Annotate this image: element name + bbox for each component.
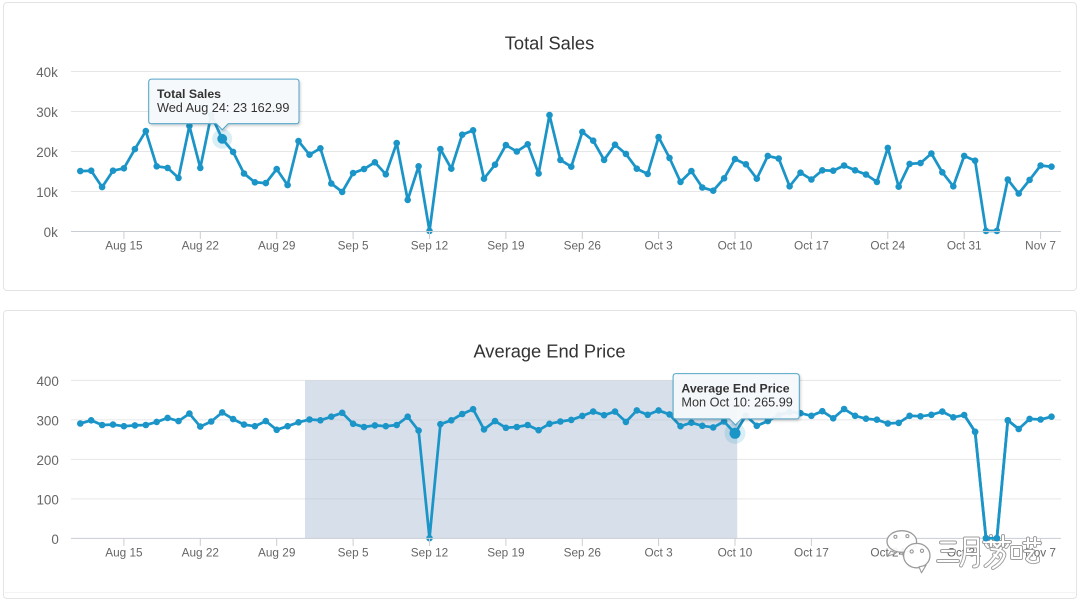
svg-text:Sep 12: Sep 12 <box>411 546 448 560</box>
svg-text:0k: 0k <box>44 225 58 240</box>
svg-text:Aug 15: Aug 15 <box>105 546 143 560</box>
svg-text:40k: 40k <box>36 65 58 80</box>
svg-text:Oct 24: Oct 24 <box>870 238 905 252</box>
svg-text:300: 300 <box>36 413 58 428</box>
svg-text:Aug 15: Aug 15 <box>105 238 143 252</box>
svg-text:Average End Price: Average End Price <box>473 340 625 361</box>
svg-text:Mon Oct 10: 265.99: Mon Oct 10: 265.99 <box>681 396 792 410</box>
svg-text:Sep 5: Sep 5 <box>338 546 369 560</box>
svg-text:Average End Price: Average End Price <box>681 382 789 396</box>
svg-text:Sep 19: Sep 19 <box>487 546 524 560</box>
svg-text:Oct 10: Oct 10 <box>718 546 753 560</box>
svg-text:20k: 20k <box>36 145 58 160</box>
svg-text:Total Sales: Total Sales <box>505 32 594 53</box>
svg-text:100: 100 <box>36 492 58 507</box>
svg-text:400: 400 <box>36 374 58 389</box>
svg-text:Total Sales: Total Sales <box>157 87 221 101</box>
svg-text:Wed Aug 24: 23 162.99: Wed Aug 24: 23 162.99 <box>157 101 289 115</box>
svg-text:Aug 29: Aug 29 <box>258 238 295 252</box>
svg-text:Nov 7: Nov 7 <box>1025 238 1056 252</box>
svg-text:Oct 10: Oct 10 <box>718 238 753 252</box>
svg-text:Sep 19: Sep 19 <box>487 238 524 252</box>
svg-text:200: 200 <box>36 453 58 468</box>
svg-text:Oct 17: Oct 17 <box>794 546 829 560</box>
svg-text:Sep 5: Sep 5 <box>338 238 369 252</box>
svg-text:Aug 22: Aug 22 <box>182 546 219 560</box>
svg-text:Oct 17: Oct 17 <box>794 238 829 252</box>
svg-text:Aug 22: Aug 22 <box>182 238 219 252</box>
svg-text:0: 0 <box>51 532 58 547</box>
svg-text:Oct 3: Oct 3 <box>644 238 673 252</box>
svg-text:Sep 26: Sep 26 <box>564 546 602 560</box>
svg-text:30k: 30k <box>36 105 58 120</box>
svg-text:Sep 12: Sep 12 <box>411 238 448 252</box>
svg-text:Oct 3: Oct 3 <box>644 546 673 560</box>
svg-text:Aug 29: Aug 29 <box>258 546 295 560</box>
svg-text:10k: 10k <box>36 185 58 200</box>
svg-text:Oct 31: Oct 31 <box>947 238 982 252</box>
svg-text:Sep 26: Sep 26 <box>564 238 602 252</box>
